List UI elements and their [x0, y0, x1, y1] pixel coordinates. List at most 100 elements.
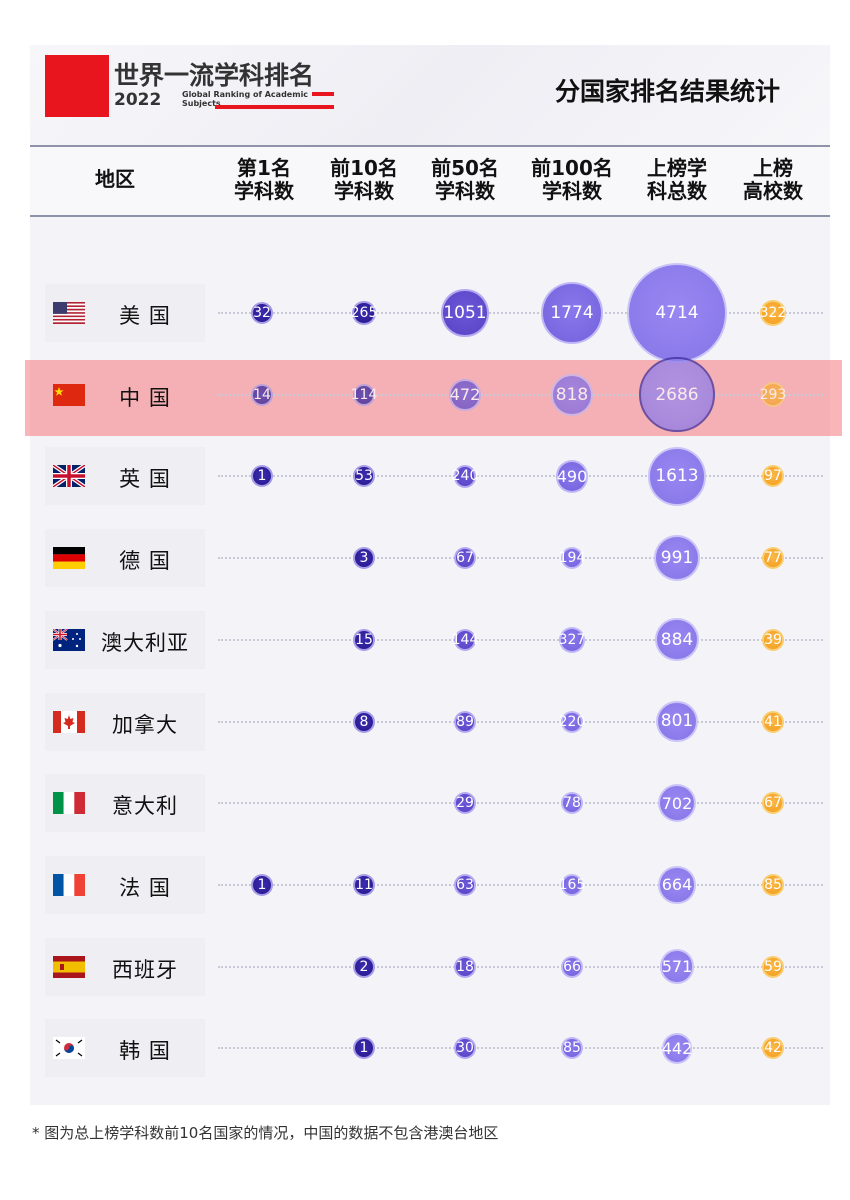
bubble-value-label: 77 [764, 550, 782, 567]
value-bubble: 4714 [627, 263, 727, 363]
bubble-value-label: 42 [764, 1040, 782, 1057]
value-bubble: 818 [551, 373, 593, 416]
value-bubble: 41 [762, 710, 784, 733]
value-bubble: 240 [451, 465, 479, 488]
column-header-region: 地区 [95, 167, 135, 191]
value-bubble: 1613 [647, 447, 707, 506]
region-name: 意大利 [112, 794, 178, 819]
bubble-value-label: 1051 [443, 302, 487, 323]
bubble-value-label: 442 [661, 1038, 693, 1058]
value-bubble: 29 [454, 792, 476, 815]
value-bubble: 265 [350, 301, 378, 325]
logo-accent-bar [312, 92, 334, 96]
footnote: * 图为总上榜学科数前10名国家的情况，中国的数据不包含港澳台地区 [32, 1124, 499, 1142]
value-bubble: 991 [654, 535, 700, 582]
germany-flag-icon [53, 547, 85, 570]
region-name: 加拿大 [112, 712, 178, 737]
korea-flag-icon [53, 1037, 85, 1060]
value-bubble: 3 [353, 547, 375, 570]
value-bubble: 85 [561, 1037, 583, 1060]
value-bubble: 1 [251, 465, 273, 488]
bubble-value-label: 66 [563, 958, 581, 975]
row-guide-line [218, 638, 823, 641]
value-bubble: 114 [351, 383, 377, 406]
france-flag-icon [53, 873, 85, 896]
bubble-value-label: 30 [456, 1040, 474, 1057]
value-bubble: 85 [762, 873, 784, 896]
value-bubble: 165 [559, 873, 585, 896]
bubble-value-label: 1 [257, 876, 267, 893]
row-guide-line [218, 802, 823, 805]
row-guide-line [218, 557, 823, 560]
bubble-value-label: 63 [456, 876, 474, 893]
column-header-rank1: 第1名 学科数 [234, 156, 294, 203]
bubble-value-label: 89 [456, 713, 474, 730]
region-name: 法 国 [119, 875, 171, 900]
value-bubble: 327 [559, 626, 585, 653]
value-bubble: 30 [454, 1037, 476, 1060]
page-subtitle: 分国家排名结果统计 [555, 77, 781, 106]
bubble-value-label: 1613 [655, 466, 699, 487]
value-bubble: 32 [251, 302, 273, 324]
logo-accent-bar [215, 105, 334, 109]
column-header-universities: 上榜 高校数 [743, 156, 803, 203]
logo-title: 世界一流学科排名 [114, 61, 315, 90]
value-bubble: 66 [561, 955, 583, 978]
bubble-value-label: 4714 [655, 303, 699, 323]
bubble-value-label: 67 [456, 550, 474, 567]
value-bubble: 490 [555, 460, 589, 493]
value-bubble: 89 [454, 710, 476, 733]
bubble-value-label: 1 [257, 468, 267, 485]
row-guide-line [218, 312, 823, 314]
bubble-value-label: 664 [661, 875, 693, 895]
bubble-value-label: 2 [359, 958, 369, 975]
bubble-value-label: 53 [355, 468, 373, 485]
value-bubble: 18 [454, 955, 476, 978]
bubble-value-label: 11 [355, 876, 373, 893]
value-bubble: 2 [353, 955, 375, 978]
logo-subtitle: Global Ranking of Academic Subjects [182, 90, 309, 108]
bubble-value-label: 18 [456, 958, 474, 975]
row-guide-line [218, 393, 823, 396]
bubble-value-label: 29 [456, 795, 474, 812]
value-bubble: 8 [353, 710, 375, 733]
bubble-value-label: 194 [558, 550, 586, 567]
bubble-value-label: 144 [451, 631, 479, 648]
value-bubble: 63 [454, 873, 476, 896]
bubble-value-label: 1 [359, 1040, 369, 1057]
value-bubble: 801 [656, 700, 698, 743]
value-bubble: 884 [655, 618, 699, 662]
australia-flag-icon [53, 628, 85, 651]
value-bubble: 53 [353, 465, 375, 488]
bubble-value-label: 2686 [655, 384, 699, 405]
region-name: 美 国 [119, 304, 171, 328]
canada-flag-icon [53, 710, 85, 733]
value-bubble: 1 [353, 1037, 375, 1060]
region-name: 西班牙 [112, 957, 178, 982]
bubble-value-label: 571 [661, 957, 693, 977]
bubble-value-label: 59 [764, 958, 782, 975]
value-bubble: 2686 [639, 356, 715, 433]
value-bubble: 1051 [441, 289, 489, 337]
logo-year: 2022 [114, 90, 162, 110]
row-guide-line [218, 475, 823, 478]
spain-flag-icon [53, 955, 85, 978]
region-name: 英 国 [119, 467, 171, 492]
bubble-value-label: 240 [451, 468, 479, 485]
bubble-value-label: 702 [661, 793, 693, 813]
bubble-value-label: 15 [355, 631, 373, 648]
row-guide-line [218, 883, 823, 886]
value-bubble: 67 [454, 547, 476, 570]
bubble-value-label: 220 [558, 713, 586, 730]
bubble-value-label: 818 [555, 384, 589, 405]
value-bubble: 472 [449, 378, 481, 411]
value-bubble: 67 [762, 792, 784, 815]
bubble-value-label: 14 [253, 386, 271, 403]
bubble-value-label: 265 [350, 304, 378, 321]
bubble-value-label: 490 [556, 466, 588, 486]
bubble-value-label: 85 [764, 876, 782, 893]
value-bubble: 1 [251, 873, 273, 896]
value-bubble: 571 [659, 949, 695, 984]
column-header-band [30, 145, 830, 217]
value-bubble: 11 [353, 873, 375, 896]
